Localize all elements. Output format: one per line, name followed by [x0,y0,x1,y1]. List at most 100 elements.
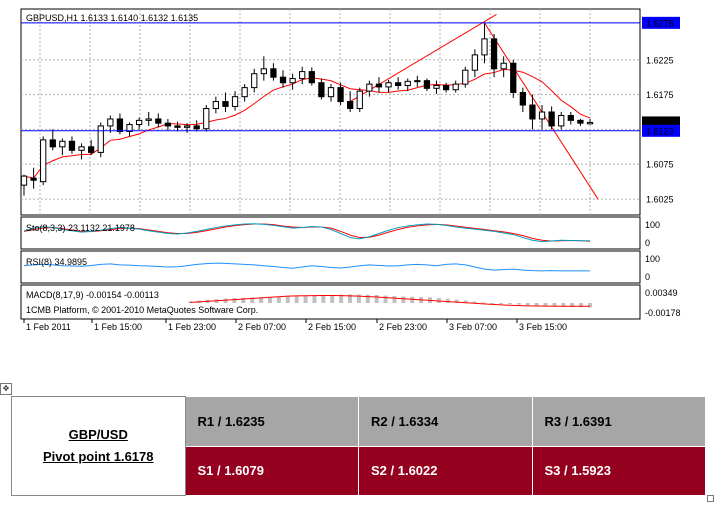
candle-body [452,83,459,91]
candle-body [442,85,450,91]
macd-histogram-bar [543,303,548,307]
rsi-scale-bottom: 0 [645,272,650,282]
copyright-text: 1CMB Platform, © 2001-2010 MetaQuotes So… [26,305,258,315]
candle-body [231,96,239,107]
candle-body [203,108,210,130]
macd-histogram-bar [303,295,308,303]
rsi-panel: RSI(8) 34.9895 100 0 [20,250,660,284]
candle-body [174,125,181,128]
macd-histogram-bar [401,296,406,303]
time-axis-label: 3 Feb 07:00 [449,322,497,330]
time-axis-label: 2 Feb 23:00 [379,322,427,330]
macd-histogram-bar [312,295,317,303]
candle-body [20,175,28,186]
macd-label: MACD(8,17,9) -0.00154 -0.00113 [26,290,159,300]
pivot-point-label: Pivot point 1.6178 [42,449,154,464]
candle-body [251,73,258,89]
macd-histogram-bar [276,296,281,303]
price-axis-label: 1.6135 [646,118,674,128]
price-axis-label: 1.6175 [646,90,674,100]
macd-histogram-bar [392,296,397,303]
time-axis-label: 1 Feb 23:00 [168,322,216,330]
stoch-main-line [23,223,591,243]
table-resize-handle[interactable] [707,495,714,502]
macd-scale-bottom: -0.00178 [645,308,681,318]
macd-histogram-bar [454,299,459,303]
candle-body [538,111,546,120]
candle-body [183,125,191,128]
candle-body [135,119,143,126]
candle-body [490,38,498,70]
macd-histogram-bar [588,303,592,308]
candle-body [97,125,104,153]
pair-label: GBP/USD [68,427,128,442]
macd-histogram-bar [374,295,379,303]
macd-histogram-bar [525,303,530,306]
macd-histogram-bar [410,296,415,303]
candle-body [327,87,335,98]
macd-histogram-bar [499,303,504,304]
macd-histogram-bar [570,303,575,307]
candle-body [107,118,114,127]
support-s2: S2 / 1.6022 [358,445,533,496]
candle-body [299,71,306,80]
time-axis-label: 3 Feb 15:00 [519,322,567,330]
macd-histogram-bar [383,295,388,303]
rsi-label: RSI(8) 34.9895 [26,257,87,267]
candle-body [366,83,373,92]
macd-histogram-bar [330,295,335,303]
price-axis-label: 1.6075 [646,160,674,170]
candle-body [270,68,277,78]
macd-histogram-bar [561,303,566,307]
price-axis-label: 1.6025 [646,195,674,205]
macd-histogram-bar [356,294,361,303]
candle-body [145,118,152,121]
pivot-table: GBP/USD Pivot point 1.6178 R1 / 1.6235 R… [11,396,706,496]
stoch-scale-bottom: 0 [645,238,650,248]
candle-body [126,124,133,133]
candle-body [30,177,37,181]
macd-histogram-bar [365,294,370,303]
macd-histogram-bar [321,295,326,303]
candle-body [308,71,315,84]
moving-average-line [23,68,591,179]
table-move-handle-icon[interactable]: ✥ [0,383,12,395]
candle-body [289,78,296,84]
macd-histogram-bar [508,303,512,305]
resistance-r1: R1 / 1.6235 [184,396,359,447]
macd-histogram-bar [579,303,584,308]
time-axis-label: 1 Feb 15:00 [94,322,142,330]
macd-histogram-bar [250,297,255,303]
macd-histogram-bar [490,303,495,304]
candle-body [471,54,479,71]
candle-body [356,90,363,110]
candle-body [212,101,220,110]
support-s1: S1 / 1.6079 [184,445,359,496]
macd-panel: MACD(8,17,9) -0.00154 -0.00113 1CMB Plat… [20,284,681,320]
candle-body [318,82,325,98]
candle-body [414,80,421,83]
candle-body [68,140,76,151]
candle-body [155,118,162,124]
candle-body [510,62,517,93]
macd-histogram-bar [285,296,290,303]
macd-histogram-bar [241,297,246,303]
candle-body [394,82,402,87]
stoch-scale-top: 100 [645,220,660,230]
time-axis-label: 2 Feb 07:00 [238,322,286,330]
chart-title: GBPUSD,H1 1.6133 1.6140 1.6132 1.6135 [26,13,198,23]
price-tag-box [642,16,680,29]
candle-body [164,122,172,127]
candle-body [586,121,594,125]
macd-histogram-bar [348,294,352,303]
price-chart[interactable]: GBPUSD,H1 1.6133 1.6140 1.6132 1.6135 1.… [0,0,725,330]
candle-body [40,139,47,183]
macd-histogram-bar [268,297,272,303]
candle-body [462,69,469,85]
time-axis-label: 1 Feb 2011 [26,322,71,330]
pivot-title-cell: GBP/USD Pivot point 1.6178 [11,396,186,496]
candle-body [222,101,229,107]
candle-body [558,114,565,127]
time-axis-label: 2 Feb 15:00 [308,322,356,330]
candle-body [481,38,488,56]
